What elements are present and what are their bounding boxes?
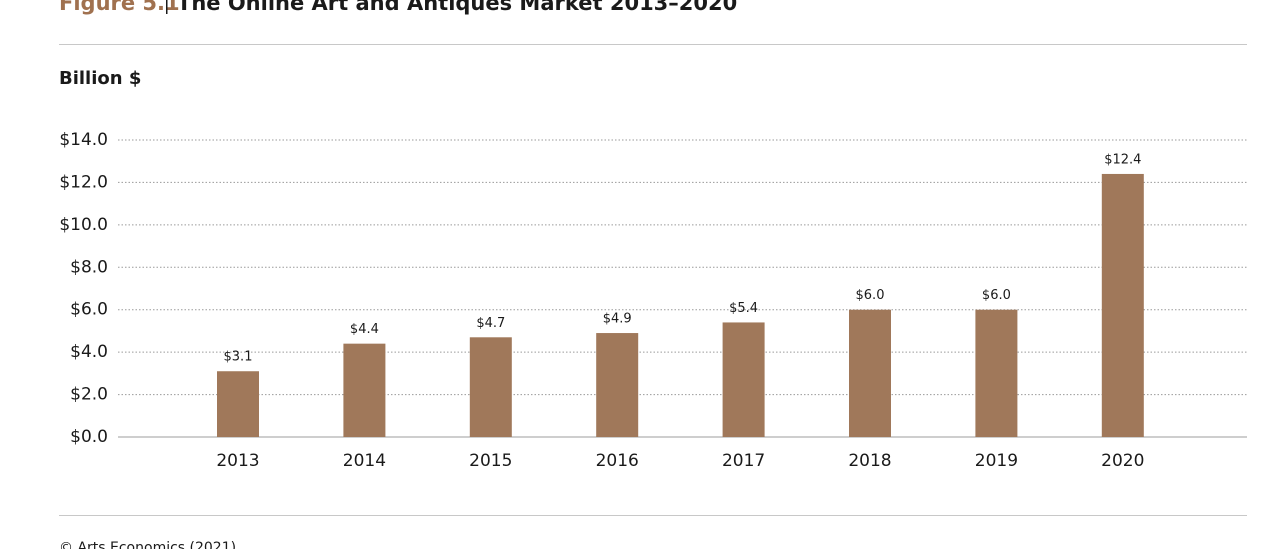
value-label: $3.1: [224, 350, 253, 365]
y-tick-label: $6.0: [70, 300, 108, 320]
bar: [849, 309, 891, 437]
x-tick-label: 2017: [722, 451, 765, 471]
bar: [722, 322, 765, 437]
x-tick-label: 2018: [848, 451, 891, 471]
x-tick-label: 2019: [975, 451, 1018, 471]
y-tick-label: $12.0: [59, 172, 108, 192]
bar: [1101, 173, 1144, 437]
y-tick-label: $8.0: [70, 257, 108, 277]
bar: [217, 371, 259, 437]
value-label: $6.0: [856, 288, 885, 303]
x-tick-label: 2016: [596, 451, 639, 471]
source: © Arts Economics (2021): [59, 540, 236, 549]
y-tick-label: $0.0: [70, 427, 108, 447]
x-tick-label: 2013: [216, 451, 259, 471]
x-tick-label: 2015: [469, 451, 512, 471]
value-label: $5.4: [729, 301, 758, 316]
value-label: $4.7: [476, 316, 505, 331]
chart-title: The Online Art and Antiques Market 2013–…: [177, 0, 737, 15]
bar: [975, 309, 1018, 437]
value-label: $4.9: [603, 312, 632, 327]
y-tick-label: $10.0: [59, 215, 108, 235]
y-tick-label: $4.0: [70, 342, 108, 362]
y-tick-label: $2.0: [70, 385, 108, 405]
value-label: $4.4: [350, 322, 379, 337]
y-tick-label: $14.0: [59, 130, 108, 150]
x-tick-label: 2020: [1101, 451, 1144, 471]
bar: [596, 333, 639, 437]
figure-label: Figure 5.1: [59, 0, 180, 15]
value-label: $12.4: [1104, 152, 1141, 167]
value-label: $6.0: [982, 288, 1011, 303]
bar: [343, 343, 386, 437]
bar: [469, 337, 512, 437]
y-axis-label: Billion $: [59, 68, 141, 89]
title-separator: [166, 0, 168, 14]
x-tick-label: 2014: [343, 451, 386, 471]
